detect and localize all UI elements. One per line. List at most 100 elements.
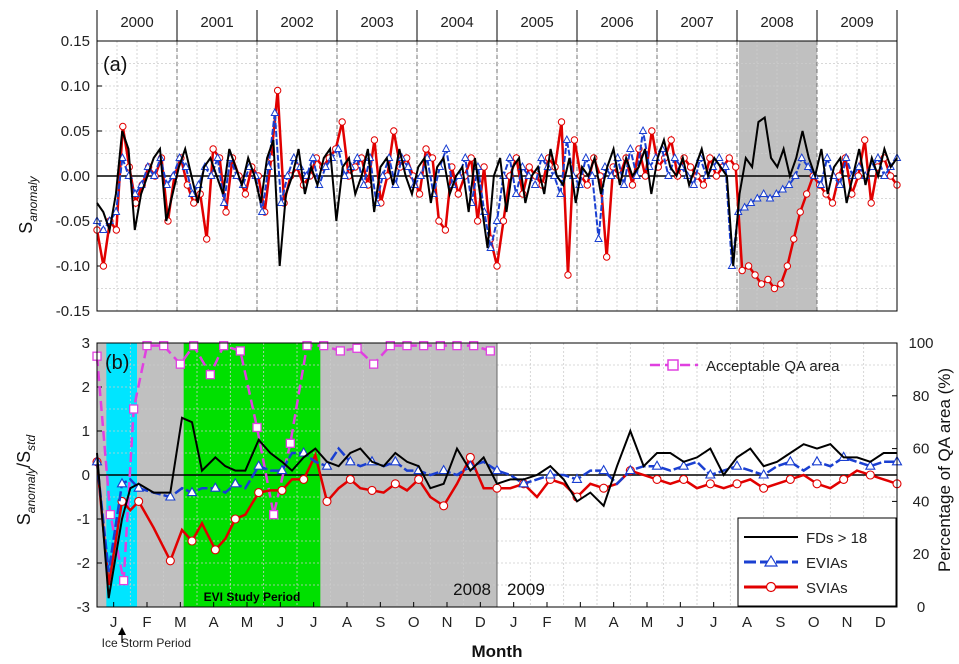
evi-point-b xyxy=(864,460,876,470)
evi-point xyxy=(505,152,515,161)
evi-point xyxy=(149,170,159,179)
evi-point xyxy=(168,170,178,179)
year-label: 2003 xyxy=(360,14,393,31)
svi-point xyxy=(725,154,733,162)
evi-point xyxy=(594,233,603,242)
legend-svi-label: SVIAs xyxy=(806,580,848,597)
evi-point xyxy=(835,179,845,188)
right-y-tick-label: 0 xyxy=(917,599,925,616)
y-tick-label: -0.10 xyxy=(56,258,90,275)
y-tick-label: 0.15 xyxy=(61,33,90,50)
svi-point-b xyxy=(277,485,287,495)
panel-a-label: (a) xyxy=(103,54,127,76)
evi-point xyxy=(118,152,127,161)
svi-point xyxy=(119,122,127,131)
month-label: O xyxy=(808,614,820,631)
svi-point-b xyxy=(187,536,197,546)
svi-point xyxy=(751,271,759,279)
svi-point xyxy=(861,136,869,144)
qa-point xyxy=(452,340,462,351)
series-fd-line xyxy=(96,115,898,267)
evi-point-b xyxy=(491,464,503,475)
evi-point xyxy=(359,179,369,188)
year-label: 2007 xyxy=(680,14,713,31)
evi-point xyxy=(772,188,781,197)
evi-point xyxy=(187,188,197,197)
svi-point xyxy=(564,271,572,279)
svi-point xyxy=(222,208,230,216)
year-label: 2002 xyxy=(280,14,313,31)
evi-point xyxy=(873,152,883,161)
evi-point xyxy=(841,152,851,161)
evi-point xyxy=(721,161,730,170)
month-label: S xyxy=(775,614,785,631)
qa-point xyxy=(142,340,152,351)
x-axis-label: Month xyxy=(472,642,523,661)
y-tick-label: 1 xyxy=(82,423,90,440)
evi-point xyxy=(689,179,699,188)
y-tick-label: 0.00 xyxy=(61,168,90,185)
svi-point xyxy=(273,86,282,95)
evi-point-b xyxy=(758,468,770,479)
month-label: O xyxy=(408,614,420,631)
evi-point xyxy=(257,206,267,215)
evi-point xyxy=(759,188,769,197)
month-label: J xyxy=(677,614,685,631)
qa-point xyxy=(402,340,412,351)
svi-point xyxy=(706,154,714,162)
evi-point-b xyxy=(389,455,401,466)
year-label: 2000 xyxy=(120,14,153,31)
evi-point xyxy=(581,152,591,161)
y-tick-label: -2 xyxy=(77,555,90,572)
evi-point xyxy=(562,134,572,143)
qa-point xyxy=(485,346,495,356)
svi-point-b xyxy=(839,474,849,484)
svi-point xyxy=(338,118,346,126)
legend-evi-marker xyxy=(763,554,779,567)
svi-point-b xyxy=(732,479,742,489)
svi-point xyxy=(99,262,108,270)
svi-point-b xyxy=(492,483,502,493)
evi-point xyxy=(340,170,349,179)
month-label: J xyxy=(710,614,718,631)
year-label: 2006 xyxy=(600,14,633,31)
svi-point-b xyxy=(705,479,715,489)
month-label: F xyxy=(542,614,551,631)
year-label: 2005 xyxy=(520,14,553,31)
evi-point xyxy=(441,143,451,152)
svi-point xyxy=(422,145,430,153)
evi-point xyxy=(632,170,642,179)
qa-point xyxy=(369,359,379,369)
qa-point xyxy=(129,404,139,414)
svi-point xyxy=(667,136,675,144)
qa-point xyxy=(419,340,429,351)
y-tick-label: 2 xyxy=(82,379,90,396)
evi-point-b xyxy=(571,473,583,483)
svi-point xyxy=(777,280,785,288)
evi-point xyxy=(416,170,426,179)
month-label: J xyxy=(510,614,518,631)
svi-point-b xyxy=(785,474,795,484)
evi-point xyxy=(352,152,362,161)
year-label: 2001 xyxy=(200,14,233,31)
y-tick-label: 0 xyxy=(82,467,90,484)
evi-point-b xyxy=(438,464,450,475)
month-label: N xyxy=(842,614,853,631)
panel-b: 3 2 1 0 -1 -2 -3 100 80 60 40 20 0 J F M A M J J A S O N D J F M A… xyxy=(14,335,954,661)
evi-point xyxy=(765,193,775,202)
svi-point-b xyxy=(599,483,609,493)
evi-point xyxy=(511,188,521,197)
evi-point xyxy=(803,161,813,170)
evi-point xyxy=(714,152,724,161)
panel-a: 2000 2001 2002 2003 2004 2005 2006 2007 2008 2009… xyxy=(16,10,902,320)
ice-storm-period-label: Ice Storm Period xyxy=(102,636,191,650)
qa-point xyxy=(105,509,115,520)
evi-study-period-label: EVI Study Period xyxy=(204,590,301,604)
evi-point xyxy=(378,170,388,179)
svi-point xyxy=(648,127,656,135)
evi-point-b xyxy=(811,455,823,466)
evi-point xyxy=(740,202,749,211)
right-y-tick-label: 100 xyxy=(908,335,933,352)
evi-point xyxy=(403,161,413,170)
svi-point xyxy=(209,145,217,153)
